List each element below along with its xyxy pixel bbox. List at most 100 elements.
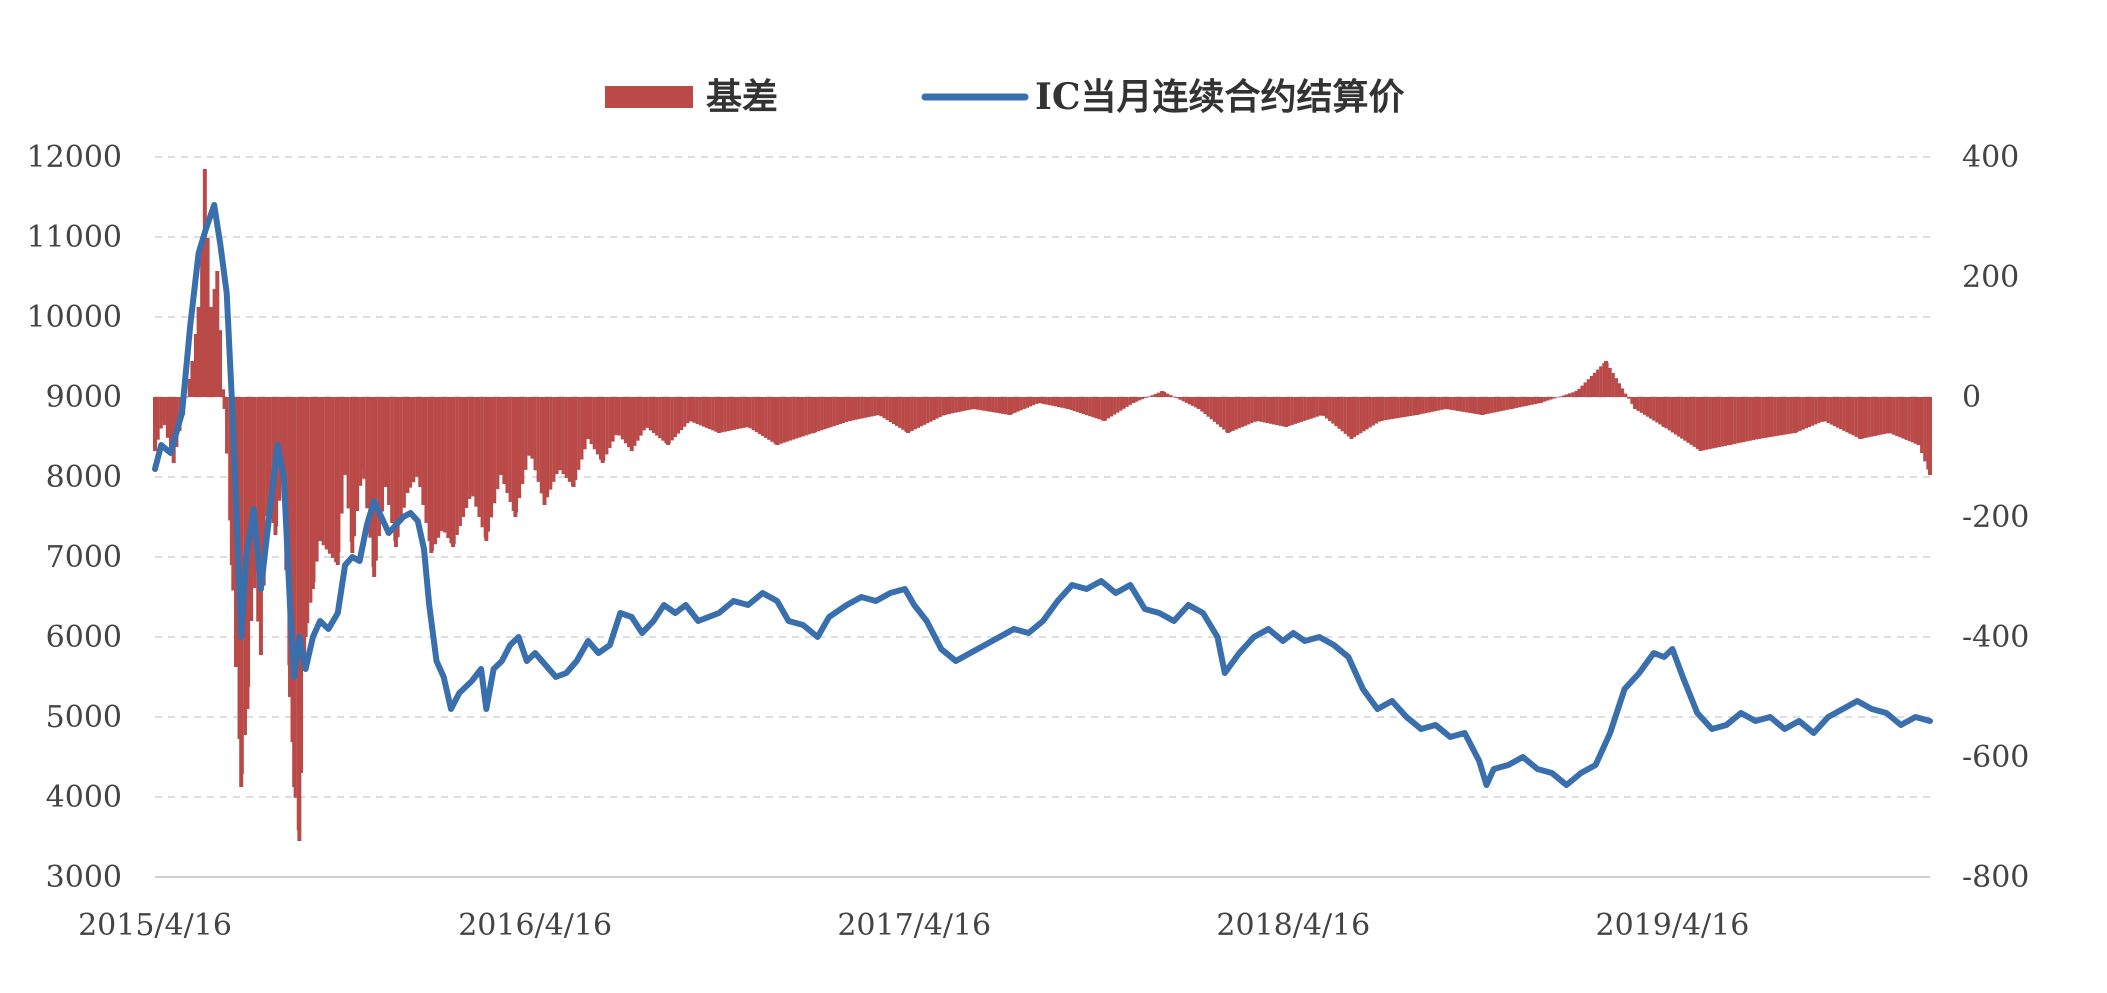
basis-bar	[1536, 397, 1541, 404]
basis-bar	[723, 397, 727, 432]
basis-bar	[633, 397, 637, 446]
basis-point-bar	[429, 397, 434, 553]
basis-bar	[1913, 397, 1918, 444]
basis-bar	[1343, 397, 1347, 434]
basis-bar	[1782, 397, 1787, 435]
basis-bar	[1458, 397, 1463, 412]
basis-bar	[947, 397, 952, 414]
basis-bar	[845, 397, 849, 423]
basis-bar	[1281, 397, 1285, 427]
basis-bar	[1206, 397, 1210, 417]
basis-bar	[1312, 397, 1316, 418]
basis-bar	[904, 397, 908, 432]
basis-bar	[820, 397, 824, 431]
basis-bar	[1564, 394, 1569, 397]
basis-bar	[1318, 397, 1322, 416]
basis-bar	[1673, 397, 1678, 435]
basis-bar	[720, 397, 724, 433]
basis-bar	[377, 397, 381, 537]
basis-bar	[807, 397, 811, 435]
basis-point-bar	[1858, 397, 1863, 439]
basis-bar	[1493, 397, 1497, 413]
basis-bar	[1365, 397, 1369, 430]
basis-bar	[1328, 397, 1332, 421]
basis-bar	[1247, 397, 1251, 425]
basis-bar	[1119, 397, 1123, 411]
basis-bar	[340, 397, 344, 514]
basis-bar	[1907, 397, 1911, 442]
basis-bar	[1555, 397, 1559, 398]
basis-bar	[1736, 397, 1740, 444]
basis-bar	[390, 397, 394, 523]
legend: 基差 IC当月连续合约结算价	[605, 76, 1405, 118]
basis-point-bar	[161, 397, 166, 421]
basis-bar	[1056, 397, 1061, 408]
basis-bar	[221, 389, 226, 397]
axes: 3000400050006000700080009000100001100012…	[27, 140, 2030, 943]
basis-bar	[359, 397, 363, 486]
basis-bar	[1150, 395, 1154, 397]
basis-bar	[1172, 396, 1176, 398]
x-tick-label: 2016/4/16	[458, 908, 612, 943]
basis-bar	[1331, 397, 1335, 424]
basis-bar	[764, 397, 768, 438]
basis-bar	[957, 397, 961, 412]
basis-point-bar	[202, 169, 207, 397]
basis-bar	[1374, 397, 1379, 424]
basis-bar	[1695, 397, 1699, 449]
basis-bar	[1882, 397, 1886, 435]
basis-bar	[742, 397, 746, 428]
basis-bar	[1200, 397, 1204, 412]
basis-bar	[686, 397, 690, 424]
basis-point-bar	[1284, 397, 1289, 427]
basis-bar	[1511, 397, 1516, 409]
basis-bar	[1767, 397, 1771, 438]
basis-bar	[636, 397, 640, 441]
basis-bar	[792, 397, 796, 440]
basis-bar	[960, 397, 964, 412]
basis-bar	[1262, 397, 1266, 423]
basis-point-bar	[1603, 361, 1608, 397]
basis-point-bar	[1928, 397, 1932, 475]
basis-bar	[1287, 397, 1291, 426]
basis-bar	[932, 397, 936, 421]
basis-bar	[1025, 397, 1030, 408]
basis-bar	[1393, 397, 1397, 419]
basis-bar	[1250, 397, 1254, 424]
basis-bar	[1050, 397, 1054, 406]
basis-point-bar	[350, 397, 355, 553]
basis-bar	[1053, 397, 1058, 407]
basis-bar	[988, 397, 992, 412]
basis-bar	[1427, 397, 1431, 413]
basis-bar	[1561, 395, 1565, 397]
basis-bar	[458, 397, 462, 526]
basis-point-bar	[1698, 397, 1703, 451]
basis-point-bar	[222, 397, 227, 409]
basis-bar	[1477, 397, 1481, 415]
basis-bar	[480, 397, 484, 528]
basis-bar	[860, 397, 864, 419]
basis-bar	[589, 397, 593, 445]
basis-bar	[1300, 397, 1304, 422]
basis-bar	[866, 397, 871, 418]
basis-bar	[1549, 397, 1553, 400]
basis-bar	[1701, 397, 1706, 451]
basis-bar	[1583, 382, 1587, 397]
basis-bar	[1356, 397, 1360, 436]
basis-point-bar	[615, 397, 620, 433]
basis-bar	[580, 397, 584, 460]
basis-bar	[1926, 397, 1930, 470]
basis-bar	[1181, 397, 1185, 402]
basis-bar	[468, 397, 472, 499]
basis-bar	[446, 397, 450, 538]
basis-bar	[1807, 397, 1812, 427]
basis-bar	[1390, 397, 1394, 420]
basis-bar	[1253, 397, 1257, 422]
basis-bar	[1571, 392, 1575, 397]
basis-bar	[1340, 397, 1344, 432]
y-left-tick-label: 11000	[27, 220, 122, 255]
basis-point-bar	[644, 397, 649, 427]
basis-bar	[412, 397, 416, 483]
basis-bar	[991, 397, 995, 413]
basis-bar	[1811, 397, 1815, 426]
